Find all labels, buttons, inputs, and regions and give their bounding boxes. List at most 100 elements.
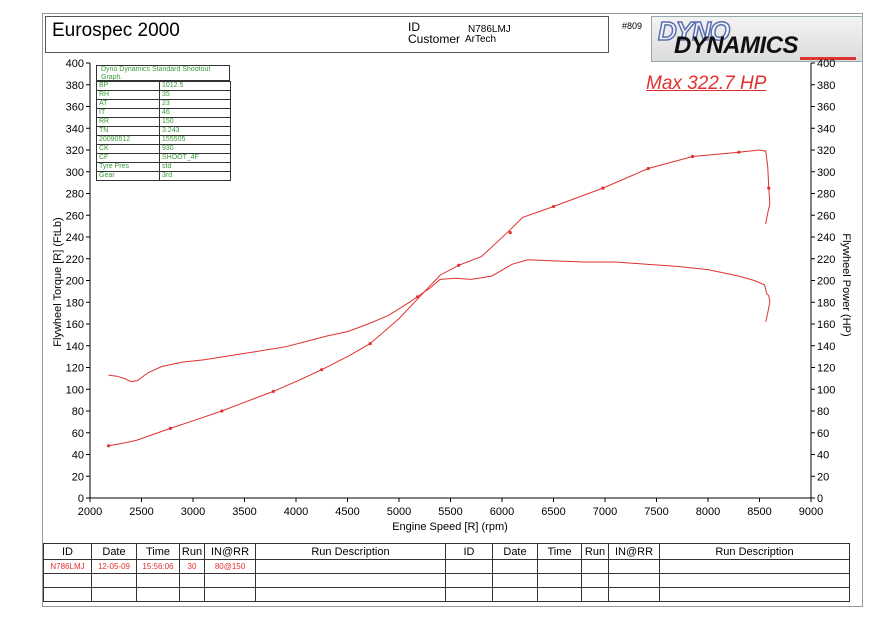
x-tick-label: 2500	[129, 506, 153, 518]
info-value: SHOOT_4F	[159, 153, 231, 163]
y-tick-label-right: 220	[817, 254, 835, 266]
runs-cell	[581, 573, 609, 588]
info-key: RH	[96, 90, 160, 100]
runs-header-cell: Date	[492, 543, 538, 560]
run-number: #809	[622, 21, 643, 31]
x-tick-label: 4500	[335, 506, 359, 518]
y-tick-label-right: 180	[817, 297, 835, 309]
info-value: 23	[159, 99, 231, 109]
info-value: 3rd	[159, 171, 231, 181]
y-tick-label-left: 200	[66, 276, 84, 288]
info-value: 46	[159, 108, 231, 118]
y-tick-label-right: 80	[817, 406, 829, 418]
flywheel-power-point	[271, 389, 275, 394]
runs-cell	[136, 573, 180, 588]
y-tick-label-right: 200	[817, 276, 835, 288]
info-row: Gear 3rd	[96, 171, 231, 181]
y-tick-label-left: 400	[66, 58, 84, 70]
runs-header-cell: ID	[43, 543, 92, 560]
runs-cell	[492, 559, 538, 574]
runs-cell	[204, 573, 256, 588]
runs-cell	[179, 587, 205, 602]
runs-header-cell: Run	[179, 543, 205, 560]
info-key: CK	[96, 144, 160, 154]
runs-cell	[492, 587, 538, 602]
y-tick-label-left: 360	[66, 102, 84, 114]
runs-cell	[136, 587, 180, 602]
x-tick-label: 5500	[438, 506, 462, 518]
title-box	[45, 16, 609, 53]
y-tick-label-left: 100	[66, 384, 84, 396]
x-tick-label: 9000	[799, 506, 823, 518]
info-row: RH 35	[96, 90, 231, 100]
flywheel-power-point	[320, 368, 324, 372]
y-tick-label-right: 0	[817, 493, 823, 505]
info-key: 20090512	[96, 135, 160, 145]
y-tick-label-left: 20	[72, 471, 84, 483]
x-tick-label: 3000	[181, 506, 205, 518]
info-row: CK 930	[96, 144, 231, 154]
y-tick-label-left: 60	[72, 428, 84, 440]
y-tick-label-right: 320	[817, 145, 835, 157]
info-key: Tyre Pres	[96, 162, 160, 172]
chart-title: Eurospec 2000	[52, 20, 180, 41]
runs-header-cell: Run Description	[255, 543, 446, 560]
y-tick-label-right: 400	[817, 58, 835, 70]
y-tick-label-left: 160	[66, 319, 84, 331]
flywheel-power-point	[737, 150, 741, 154]
y-tick-label-right: 40	[817, 450, 829, 462]
runs-cell	[43, 587, 92, 602]
flywheel-torque-line	[108, 259, 771, 383]
runs-header-cell: IN@RR	[204, 543, 256, 560]
runs-cell	[255, 573, 446, 588]
info-value: 3.243	[159, 126, 231, 136]
runs-cell	[608, 559, 660, 574]
runs-cell	[537, 587, 582, 602]
runs-cell	[659, 587, 850, 602]
runs-cell	[445, 573, 493, 588]
info-value: std	[159, 162, 231, 172]
runs-cell	[492, 573, 538, 588]
runs-row: N786LMJ 12-05-09 15:56:06 30 80@150	[43, 559, 850, 574]
runs-cell	[537, 559, 582, 574]
y-tick-label-left: 320	[66, 145, 84, 157]
y-tick-label-right: 120	[817, 363, 835, 375]
runs-cell: 12-05-09	[91, 559, 137, 574]
x-tick-label: 2000	[78, 506, 102, 518]
y-tick-label-left: 80	[72, 406, 84, 418]
runs-empty-row	[43, 587, 850, 602]
info-row: TN 3.243	[96, 126, 231, 136]
x-tick-label: 4000	[284, 506, 308, 518]
y-tick-label-left: 260	[66, 210, 84, 222]
info-key: BP	[96, 81, 160, 91]
info-value: 155505	[159, 135, 231, 145]
runs-header-row: ID Date Time Run IN@RR Run Description ID Date T…	[43, 543, 850, 560]
x-tick-label: 3500	[232, 506, 256, 518]
y-tick-label-left: 240	[66, 232, 84, 244]
y-tick-label-right: 60	[817, 428, 829, 440]
logo-text-top: DYNO	[657, 16, 731, 47]
info-row: 20090512 155505	[96, 135, 231, 145]
y-axis-label-right: Flywheel Power (HP)	[840, 233, 852, 336]
dyno-dynamics-logo: DYNO DYNAMICS	[651, 16, 863, 62]
info-table: BP 1012.5 RH 35 AT 23 IT 46 RR 150 TN 3.243 20090512…	[96, 81, 231, 181]
runs-header-cell: Time	[537, 543, 582, 560]
flywheel-power-point	[508, 231, 512, 235]
info-value: 1012.5	[159, 81, 231, 91]
info-row: BP 1012.5	[96, 81, 231, 91]
x-tick-label: 6500	[541, 506, 565, 518]
max-hp-annotation: Max 322.7 HP	[646, 73, 767, 94]
flywheel-power-point	[415, 295, 420, 299]
series-layer	[106, 149, 771, 448]
runs-table: ID Date Time Run IN@RR Run Description ID Date T…	[43, 543, 850, 602]
runs-cell	[445, 559, 493, 574]
flywheel-power-point	[106, 444, 111, 448]
y-axis-label-left: Flywheel Torque [R] (FtLb)	[52, 217, 64, 346]
x-tick-label: 5000	[387, 506, 411, 518]
y-tick-label-right: 160	[817, 319, 835, 331]
y-tick-label-right: 360	[817, 102, 835, 114]
runs-cell: 15:56:06	[136, 559, 180, 574]
flywheel-power-point	[646, 166, 650, 171]
flywheel-power-point	[220, 409, 224, 413]
